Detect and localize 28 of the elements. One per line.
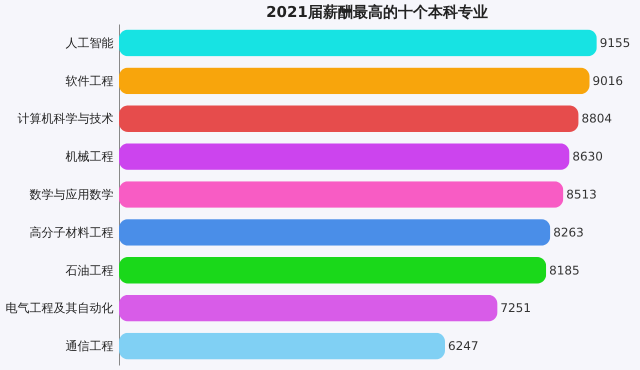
bar [119, 294, 498, 322]
y-tick-label: 计算机科学与技术 [18, 112, 114, 126]
bar [119, 105, 578, 132]
y-tick-label: 人工智能 [66, 36, 114, 50]
bar [119, 30, 597, 56]
y-tick-label: 石油工程 [66, 263, 114, 278]
bar [119, 332, 446, 360]
y-tick-label: 高分子材料工程 [30, 225, 114, 240]
data-label: 8513 [566, 188, 597, 202]
bar [119, 257, 546, 284]
bar [119, 143, 570, 170]
y-tick-label: 通信工程 [66, 339, 114, 354]
data-label: 8263 [553, 225, 584, 240]
data-label: 9016 [592, 74, 624, 88]
y-tick-label: 数学与应用数学 [30, 188, 114, 202]
data-label: 6247 [448, 339, 479, 354]
chart-title: 2021届薪酬最高的十个本科专业 [266, 3, 488, 21]
bar [119, 181, 564, 208]
y-tick-label: 机械工程 [66, 150, 114, 164]
data-label: 8630 [572, 150, 603, 164]
bar [119, 68, 590, 94]
data-label: 7251 [500, 301, 531, 316]
data-label: 9155 [600, 36, 630, 50]
data-label: 8804 [581, 112, 612, 126]
y-tick-label: 电气工程及其自动化 [6, 301, 114, 316]
bar [119, 219, 550, 246]
y-tick-label: 软件工程 [66, 74, 114, 88]
data-label: 8185 [549, 263, 580, 278]
